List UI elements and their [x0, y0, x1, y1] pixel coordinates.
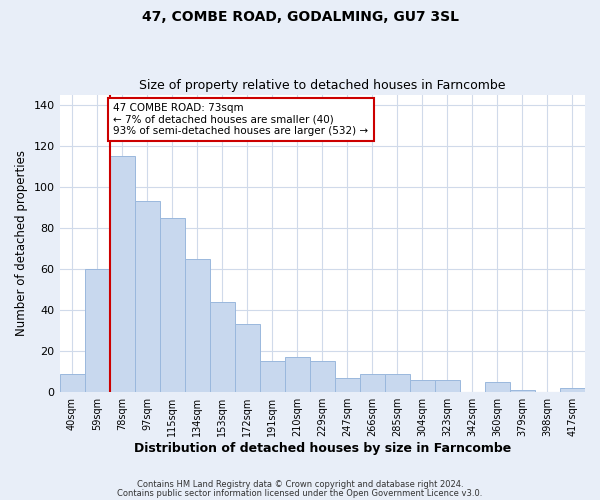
Bar: [209, 302, 235, 392]
Text: Contains public sector information licensed under the Open Government Licence v3: Contains public sector information licen…: [118, 489, 482, 498]
Bar: [335, 378, 360, 392]
Text: Contains HM Land Registry data © Crown copyright and database right 2024.: Contains HM Land Registry data © Crown c…: [137, 480, 463, 489]
X-axis label: Distribution of detached houses by size in Farncombe: Distribution of detached houses by size …: [134, 442, 511, 455]
Bar: [160, 218, 185, 392]
Text: 47, COMBE ROAD, GODALMING, GU7 3SL: 47, COMBE ROAD, GODALMING, GU7 3SL: [142, 10, 458, 24]
Bar: [285, 358, 310, 392]
Title: Size of property relative to detached houses in Farncombe: Size of property relative to detached ho…: [139, 79, 506, 92]
Bar: [435, 380, 460, 392]
Bar: [260, 362, 285, 392]
Bar: [134, 202, 160, 392]
Bar: [560, 388, 585, 392]
Bar: [360, 374, 385, 392]
Bar: [235, 324, 260, 392]
Bar: [410, 380, 435, 392]
Bar: [310, 362, 335, 392]
Bar: [485, 382, 510, 392]
Bar: [185, 259, 209, 392]
Bar: [110, 156, 134, 392]
Y-axis label: Number of detached properties: Number of detached properties: [15, 150, 28, 336]
Bar: [59, 374, 85, 392]
Bar: [510, 390, 535, 392]
Bar: [85, 269, 110, 392]
Bar: [385, 374, 410, 392]
Text: 47 COMBE ROAD: 73sqm
← 7% of detached houses are smaller (40)
93% of semi-detach: 47 COMBE ROAD: 73sqm ← 7% of detached ho…: [113, 103, 368, 136]
